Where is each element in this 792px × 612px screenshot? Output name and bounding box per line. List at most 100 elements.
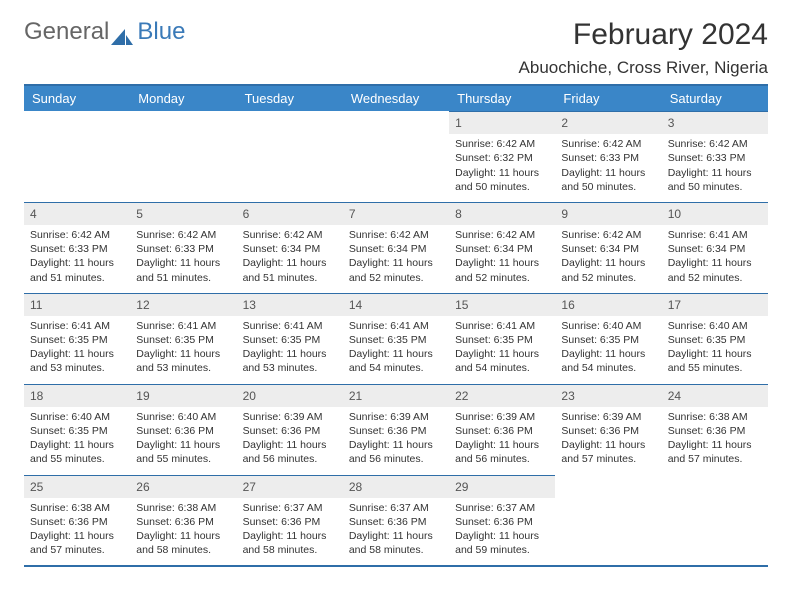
sunrise-text: Sunrise: 6:39 AM [455,410,549,424]
daylight-text: Daylight: 11 hours and 58 minutes. [243,529,337,557]
sunrise-text: Sunrise: 6:42 AM [349,228,443,242]
day-body: Sunrise: 6:42 AMSunset: 6:32 PMDaylight:… [449,134,555,202]
day-body: Sunrise: 6:40 AMSunset: 6:36 PMDaylight:… [130,407,236,475]
day-number: 22 [449,384,555,407]
sunrise-text: Sunrise: 6:42 AM [668,137,762,151]
sunset-text: Sunset: 6:34 PM [243,242,337,256]
day-number: 5 [130,202,236,225]
day-body: Sunrise: 6:42 AMSunset: 6:33 PMDaylight:… [24,225,130,293]
day-number: 4 [24,202,130,225]
daylight-text: Daylight: 11 hours and 54 minutes. [561,347,655,375]
calendar-week: 11Sunrise: 6:41 AMSunset: 6:35 PMDayligh… [24,293,768,384]
sunrise-text: Sunrise: 6:39 AM [243,410,337,424]
day-number: 29 [449,475,555,498]
day-number: 3 [662,111,768,134]
day-body: Sunrise: 6:39 AMSunset: 6:36 PMDaylight:… [343,407,449,475]
logo: General Blue [24,18,185,46]
sunset-text: Sunset: 6:33 PM [561,151,655,165]
calendar-cell: 28Sunrise: 6:37 AMSunset: 6:36 PMDayligh… [343,475,449,567]
day-body: Sunrise: 6:40 AMSunset: 6:35 PMDaylight:… [24,407,130,475]
daylight-text: Daylight: 11 hours and 50 minutes. [668,166,762,194]
sunset-text: Sunset: 6:36 PM [136,424,230,438]
calendar-cell: 24Sunrise: 6:38 AMSunset: 6:36 PMDayligh… [662,384,768,475]
sunset-text: Sunset: 6:34 PM [455,242,549,256]
calendar-cell [343,111,449,202]
day-body: Sunrise: 6:37 AMSunset: 6:36 PMDaylight:… [449,498,555,566]
day-body: Sunrise: 6:41 AMSunset: 6:35 PMDaylight:… [24,316,130,384]
sunrise-text: Sunrise: 6:40 AM [136,410,230,424]
sunrise-text: Sunrise: 6:42 AM [243,228,337,242]
sunset-text: Sunset: 6:35 PM [349,333,443,347]
calendar-cell: 21Sunrise: 6:39 AMSunset: 6:36 PMDayligh… [343,384,449,475]
day-header: Monday [130,85,236,111]
calendar-cell: 9Sunrise: 6:42 AMSunset: 6:34 PMDaylight… [555,202,661,293]
sunset-text: Sunset: 6:33 PM [668,151,762,165]
day-body: Sunrise: 6:41 AMSunset: 6:35 PMDaylight:… [449,316,555,384]
day-number: 20 [237,384,343,407]
daylight-text: Daylight: 11 hours and 57 minutes. [561,438,655,466]
day-body: Sunrise: 6:41 AMSunset: 6:35 PMDaylight:… [343,316,449,384]
calendar-week: 25Sunrise: 6:38 AMSunset: 6:36 PMDayligh… [24,475,768,567]
day-header: Saturday [662,85,768,111]
sunset-text: Sunset: 6:33 PM [30,242,124,256]
calendar-cell: 4Sunrise: 6:42 AMSunset: 6:33 PMDaylight… [24,202,130,293]
daylight-text: Daylight: 11 hours and 57 minutes. [30,529,124,557]
calendar-cell [237,111,343,202]
logo-text-2: Blue [137,18,185,46]
day-body: Sunrise: 6:42 AMSunset: 6:34 PMDaylight:… [237,225,343,293]
logo-sail-icon [111,24,133,40]
sunrise-text: Sunrise: 6:40 AM [668,319,762,333]
day-number: 24 [662,384,768,407]
sunrise-text: Sunrise: 6:42 AM [30,228,124,242]
day-header: Friday [555,85,661,111]
day-body: Sunrise: 6:39 AMSunset: 6:36 PMDaylight:… [555,407,661,475]
day-header: Sunday [24,85,130,111]
calendar-cell: 1Sunrise: 6:42 AMSunset: 6:32 PMDaylight… [449,111,555,202]
day-number: 16 [555,293,661,316]
day-header: Thursday [449,85,555,111]
day-body: Sunrise: 6:38 AMSunset: 6:36 PMDaylight:… [662,407,768,475]
day-body: Sunrise: 6:39 AMSunset: 6:36 PMDaylight:… [449,407,555,475]
day-body: Sunrise: 6:37 AMSunset: 6:36 PMDaylight:… [237,498,343,566]
calendar-cell: 18Sunrise: 6:40 AMSunset: 6:35 PMDayligh… [24,384,130,475]
day-body: Sunrise: 6:37 AMSunset: 6:36 PMDaylight:… [343,498,449,566]
sunset-text: Sunset: 6:35 PM [30,424,124,438]
header-row: General Blue February 2024 [24,18,768,52]
sunrise-text: Sunrise: 6:37 AM [349,501,443,515]
month-title: February 2024 [573,18,768,52]
day-body: Sunrise: 6:39 AMSunset: 6:36 PMDaylight:… [237,407,343,475]
day-number: 28 [343,475,449,498]
daylight-text: Daylight: 11 hours and 52 minutes. [455,256,549,284]
sunrise-text: Sunrise: 6:39 AM [349,410,443,424]
calendar-cell [555,475,661,567]
sunrise-text: Sunrise: 6:38 AM [668,410,762,424]
sunrise-text: Sunrise: 6:37 AM [455,501,549,515]
day-number: 1 [449,111,555,134]
day-body: Sunrise: 6:42 AMSunset: 6:33 PMDaylight:… [130,225,236,293]
day-number: 27 [237,475,343,498]
day-number: 7 [343,202,449,225]
calendar-body: 1Sunrise: 6:42 AMSunset: 6:32 PMDaylight… [24,111,768,566]
sunset-text: Sunset: 6:36 PM [349,424,443,438]
daylight-text: Daylight: 11 hours and 53 minutes. [243,347,337,375]
daylight-text: Daylight: 11 hours and 54 minutes. [455,347,549,375]
calendar-cell [130,111,236,202]
sunset-text: Sunset: 6:36 PM [668,424,762,438]
day-body: Sunrise: 6:40 AMSunset: 6:35 PMDaylight:… [662,316,768,384]
sunset-text: Sunset: 6:36 PM [561,424,655,438]
sunrise-text: Sunrise: 6:38 AM [30,501,124,515]
day-number: 19 [130,384,236,407]
sunrise-text: Sunrise: 6:37 AM [243,501,337,515]
sunrise-text: Sunrise: 6:41 AM [668,228,762,242]
sunrise-text: Sunrise: 6:42 AM [455,228,549,242]
day-number: 2 [555,111,661,134]
daylight-text: Daylight: 11 hours and 52 minutes. [561,256,655,284]
sunset-text: Sunset: 6:33 PM [136,242,230,256]
day-header: Wednesday [343,85,449,111]
calendar-cell: 19Sunrise: 6:40 AMSunset: 6:36 PMDayligh… [130,384,236,475]
daylight-text: Daylight: 11 hours and 50 minutes. [455,166,549,194]
calendar-week: 4Sunrise: 6:42 AMSunset: 6:33 PMDaylight… [24,202,768,293]
calendar-cell: 3 Sunrise: 6:42 AMSunset: 6:33 PMDaylight… [662,111,768,202]
sunset-text: Sunset: 6:34 PM [561,242,655,256]
sunrise-text: Sunrise: 6:42 AM [561,137,655,151]
